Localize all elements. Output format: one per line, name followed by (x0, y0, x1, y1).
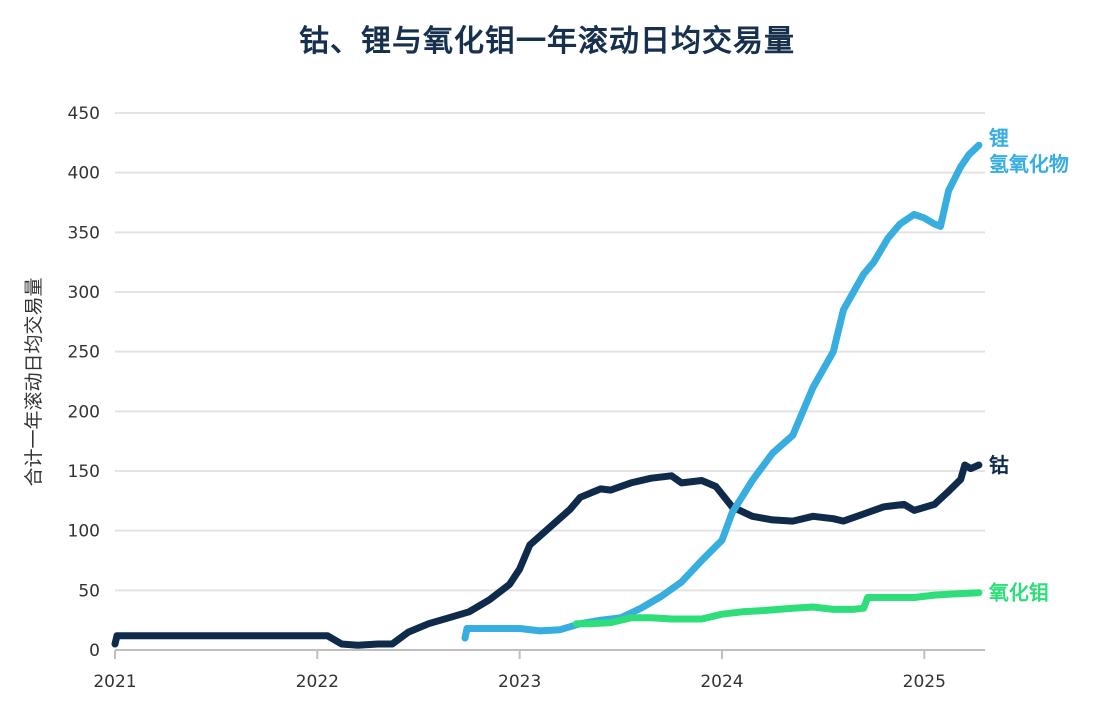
series-label: 钴 (989, 453, 1009, 477)
y-tick-label: 150 (68, 462, 100, 482)
series-label: 锂 (989, 126, 1009, 150)
x-tick-label: 2023 (498, 672, 541, 692)
x-tick-label: 2022 (296, 672, 339, 692)
y-tick-label: 200 (68, 402, 100, 422)
x-tick-label: 2021 (93, 672, 136, 692)
y-tick-label: 50 (78, 581, 100, 601)
y-tick-label: 300 (68, 283, 100, 303)
y-axis-label: 合计一年滚动日均交易量 (23, 277, 45, 486)
series-label: 氢氧化物 (989, 152, 1069, 176)
y-tick-label: 450 (68, 104, 100, 124)
series-line-0 (111, 461, 983, 649)
series-line-2 (572, 589, 983, 628)
chart-title: 钴、锂与氧化钼一年滚动日均交易量 (299, 24, 795, 59)
y-tick-label: 250 (68, 343, 100, 363)
y-tick-label: 400 (68, 164, 100, 184)
x-tick-label: 2025 (903, 672, 946, 692)
y-tick-label: 350 (68, 223, 100, 243)
y-tick-label: 100 (68, 522, 100, 542)
x-tick-label: 2024 (700, 672, 743, 692)
series-label: 氧化钼 (988, 581, 1049, 605)
y-tick-label: 0 (89, 641, 100, 661)
series-line-1 (461, 141, 983, 642)
series-lines (111, 141, 983, 649)
axes: 0 50 100 150 200 250 300 350 400 450 2021 2022 2023 2… (68, 104, 985, 692)
